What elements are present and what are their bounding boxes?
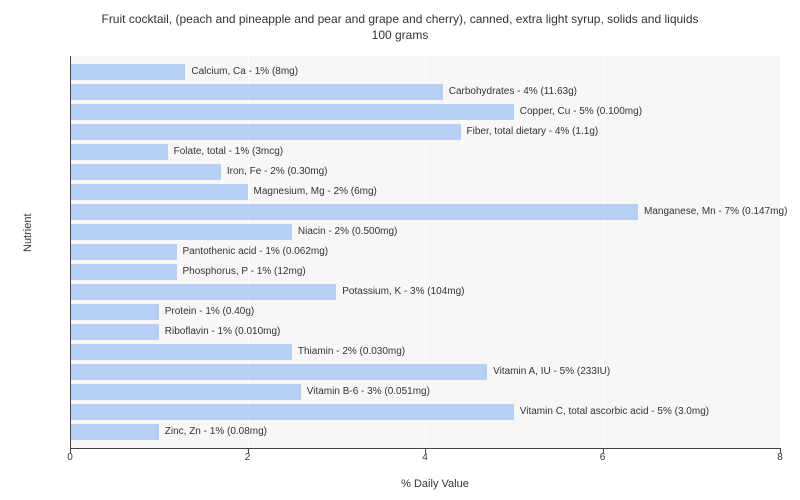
bar-row: Vitamin A, IU - 5% (233IU): [70, 362, 780, 382]
bar-row: Thiamin - 2% (0.030mg): [70, 342, 780, 362]
bar-label: Zinc, Zn - 1% (0.08mg): [165, 424, 267, 440]
bar: Magnesium, Mg - 2% (6mg): [70, 184, 248, 200]
title-line-1: Fruit cocktail, (peach and pineapple and…: [101, 12, 698, 26]
chart-container: Fruit cocktail, (peach and pineapple and…: [0, 0, 800, 500]
x-axis-label: % Daily Value: [0, 478, 800, 490]
bar: Niacin - 2% (0.500mg): [70, 224, 292, 240]
bar-label: Fiber, total dietary - 4% (1.1g): [467, 124, 599, 140]
bar: Iron, Fe - 2% (0.30mg): [70, 164, 221, 180]
bar-label: Thiamin - 2% (0.030mg): [298, 344, 405, 360]
bar-label: Vitamin A, IU - 5% (233IU): [493, 364, 610, 380]
y-axis-line: [70, 56, 71, 448]
bar: Thiamin - 2% (0.030mg): [70, 344, 292, 360]
bar: Pantothenic acid - 1% (0.062mg): [70, 244, 177, 260]
bar-row: Vitamin C, total ascorbic acid - 5% (3.0…: [70, 402, 780, 422]
bar: Vitamin C, total ascorbic acid - 5% (3.0…: [70, 404, 514, 420]
bar-row: Potassium, K - 3% (104mg): [70, 282, 780, 302]
bar: Fiber, total dietary - 4% (1.1g): [70, 124, 461, 140]
bar-label: Iron, Fe - 2% (0.30mg): [227, 164, 328, 180]
grid-line: [780, 56, 781, 448]
x-tick-labels: 0 2 4 6 8: [70, 452, 780, 466]
bar-row: Copper, Cu - 5% (0.100mg): [70, 102, 780, 122]
bar-label: Pantothenic acid - 1% (0.062mg): [183, 244, 329, 260]
plot-area: Calcium, Ca - 1% (8mg) Carbohydrates - 4%…: [70, 56, 780, 448]
bars-group: Calcium, Ca - 1% (8mg) Carbohydrates - 4%…: [70, 62, 780, 442]
bar-label: Vitamin B-6 - 3% (0.051mg): [307, 384, 430, 400]
bar-label: Copper, Cu - 5% (0.100mg): [520, 104, 642, 120]
bar-row: Iron, Fe - 2% (0.30mg): [70, 162, 780, 182]
bar-row: Protein - 1% (0.40g): [70, 302, 780, 322]
bar-label: Potassium, K - 3% (104mg): [342, 284, 464, 300]
bar: Vitamin A, IU - 5% (233IU): [70, 364, 487, 380]
x-tick-label: 0: [67, 452, 73, 463]
bar-row: Calcium, Ca - 1% (8mg): [70, 62, 780, 82]
bar-row: Pantothenic acid - 1% (0.062mg): [70, 242, 780, 262]
chart-title: Fruit cocktail, (peach and pineapple and…: [0, 0, 800, 43]
bar: Folate, total - 1% (3mcg): [70, 144, 168, 160]
bar: Manganese, Mn - 7% (0.147mg): [70, 204, 638, 220]
bar-label: Carbohydrates - 4% (11.63g): [449, 84, 577, 100]
x-tick-label: 8: [777, 452, 783, 463]
x-tick-label: 6: [600, 452, 606, 463]
bar-row: Riboflavin - 1% (0.010mg): [70, 322, 780, 342]
bar: Carbohydrates - 4% (11.63g): [70, 84, 443, 100]
bar: Riboflavin - 1% (0.010mg): [70, 324, 159, 340]
y-axis-label: Nutrient: [22, 213, 34, 252]
bar: Phosphorus, P - 1% (12mg): [70, 264, 177, 280]
bar-row: Vitamin B-6 - 3% (0.051mg): [70, 382, 780, 402]
bar-row: Magnesium, Mg - 2% (6mg): [70, 182, 780, 202]
bar-label: Phosphorus, P - 1% (12mg): [183, 264, 306, 280]
bar-row: Niacin - 2% (0.500mg): [70, 222, 780, 242]
bar-label: Calcium, Ca - 1% (8mg): [191, 64, 298, 80]
x-tick-label: 2: [245, 452, 251, 463]
bar-label: Protein - 1% (0.40g): [165, 304, 255, 320]
bar-label: Manganese, Mn - 7% (0.147mg): [644, 204, 787, 220]
bar-label: Folate, total - 1% (3mcg): [174, 144, 283, 160]
bar-row: Zinc, Zn - 1% (0.08mg): [70, 422, 780, 442]
bar: Calcium, Ca - 1% (8mg): [70, 64, 185, 80]
bar-label: Riboflavin - 1% (0.010mg): [165, 324, 281, 340]
x-tick-label: 4: [422, 452, 428, 463]
title-line-2: 100 grams: [372, 28, 429, 42]
bar-row: Folate, total - 1% (3mcg): [70, 142, 780, 162]
bar: Vitamin B-6 - 3% (0.051mg): [70, 384, 301, 400]
bar: Zinc, Zn - 1% (0.08mg): [70, 424, 159, 440]
bar-label: Niacin - 2% (0.500mg): [298, 224, 397, 240]
bar-label: Magnesium, Mg - 2% (6mg): [254, 184, 377, 200]
bar-label: Vitamin C, total ascorbic acid - 5% (3.0…: [520, 404, 709, 420]
bar-row: Fiber, total dietary - 4% (1.1g): [70, 122, 780, 142]
bar: Protein - 1% (0.40g): [70, 304, 159, 320]
bar: Potassium, K - 3% (104mg): [70, 284, 336, 300]
bar: Copper, Cu - 5% (0.100mg): [70, 104, 514, 120]
bar-row: Phosphorus, P - 1% (12mg): [70, 262, 780, 282]
bar-row: Manganese, Mn - 7% (0.147mg): [70, 202, 780, 222]
bar-row: Carbohydrates - 4% (11.63g): [70, 82, 780, 102]
